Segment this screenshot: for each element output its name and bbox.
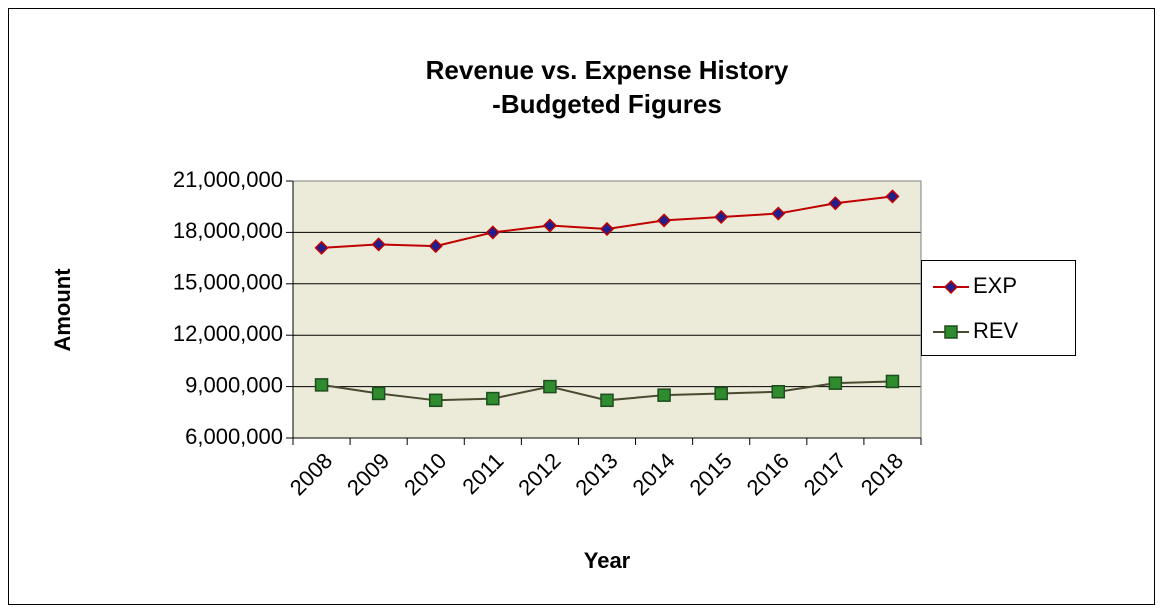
y-axis-label: Amount: [50, 268, 75, 352]
y-tick-label: 9,000,000: [185, 372, 283, 397]
data-point: [486, 391, 500, 406]
data-point: [485, 225, 500, 240]
data-point: [714, 386, 728, 401]
y-tick-label: 6,000,000: [185, 424, 283, 449]
data-point: [771, 206, 786, 221]
y-tick-label: 15,000,000: [173, 270, 283, 295]
data-point: [542, 218, 557, 233]
data-point: [599, 221, 615, 237]
data-point: [543, 379, 557, 394]
data-point: [314, 378, 329, 392]
chart-title: Revenue vs. Expense History: [426, 55, 789, 85]
legend-box: [921, 260, 1076, 356]
data-point: [885, 189, 900, 204]
data-point: [828, 196, 843, 211]
legend-label: EXP: [973, 273, 1017, 298]
data-point: [657, 388, 671, 402]
data-point: [314, 240, 329, 255]
y-tick-label: 18,000,000: [173, 218, 283, 243]
data-point: [828, 376, 843, 390]
x-axis-label: Year: [584, 548, 631, 573]
data-point: [771, 384, 786, 399]
data-point: [371, 386, 386, 401]
data-point: [885, 374, 900, 389]
y-tick-label: 12,000,000: [173, 321, 283, 346]
data-point: [714, 209, 729, 225]
data-point: [371, 237, 386, 252]
data-point: [428, 239, 443, 254]
legend-marker: [943, 279, 959, 295]
legend-marker: [944, 325, 958, 339]
data-point: [657, 213, 672, 228]
y-tick-label: 21,000,000: [173, 167, 283, 192]
data-point: [600, 393, 614, 408]
data-point: [428, 393, 443, 408]
chart-subtitle: -Budgeted Figures: [492, 89, 722, 119]
legend-label: REV: [973, 318, 1019, 343]
